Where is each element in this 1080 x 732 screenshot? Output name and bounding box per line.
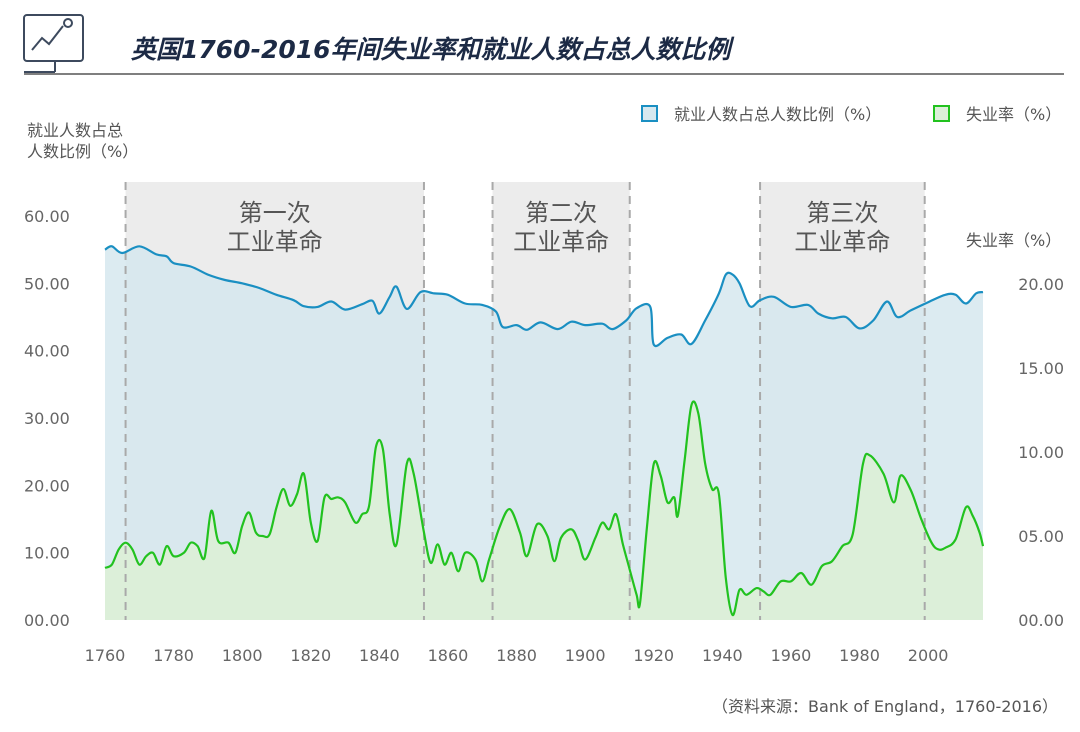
y-right-label: 失业率（%） <box>966 231 1061 250</box>
x-tick: 1880 <box>496 646 537 665</box>
unemployment-area <box>105 401 983 620</box>
y-left-tick: 20.00 <box>24 476 70 495</box>
era-label-1-line2: 工业革命 <box>227 228 323 256</box>
y-right-tick: 20.00 <box>1018 275 1064 294</box>
y-left-label-line2: 人数比例（%） <box>27 142 138 161</box>
x-tick: 1940 <box>702 646 743 665</box>
source-note: （资料来源：Bank of England，1760-2016） <box>712 697 1058 716</box>
era-label-3-line2: 工业革命 <box>794 228 890 256</box>
legend-label-unemployment: 失业率（%） <box>966 105 1061 124</box>
x-tick: 1780 <box>153 646 194 665</box>
y-left-tick: 00.00 <box>24 611 70 630</box>
y-left-tick: 10.00 <box>24 544 70 563</box>
y-left-tick: 60.00 <box>24 207 70 226</box>
y-right-tick: 15.00 <box>1018 359 1064 378</box>
legend-swatch-unemployment <box>933 105 950 122</box>
legend-swatch-employment <box>641 105 658 122</box>
y-left-label-line1: 就业人数占总 <box>27 121 123 140</box>
x-tick: 1800 <box>222 646 263 665</box>
y-left-tick: 40.00 <box>24 342 70 361</box>
legend: 就业人数占总人数比例（%） 失业率（%） <box>641 105 1061 124</box>
x-tick: 1920 <box>633 646 674 665</box>
chart-title: 英国1760-2016年间失业率和就业人数占总人数比例 <box>131 35 735 64</box>
era-label-1-line1: 第一次 <box>239 199 311 227</box>
employment-line <box>104 245 984 348</box>
plot-area: 第一次工业革命第二次工业革命第三次工业革命00.0010.0020.0030.0… <box>24 182 1064 665</box>
x-tick: 1900 <box>565 646 606 665</box>
y-right-tick: 05.00 <box>1018 527 1064 546</box>
x-tick: 1860 <box>428 646 469 665</box>
chart-trend-icon <box>23 14 84 73</box>
x-tick: 2000 <box>908 646 949 665</box>
y-left-tick: 50.00 <box>24 274 70 293</box>
x-tick: 1980 <box>839 646 880 665</box>
x-tick: 1960 <box>771 646 812 665</box>
era-label-2-line1: 第二次 <box>525 199 597 227</box>
y-right-tick: 10.00 <box>1018 443 1064 462</box>
era-label-3-line1: 第三次 <box>806 199 878 227</box>
x-tick: 1820 <box>290 646 331 665</box>
x-tick: 1840 <box>359 646 400 665</box>
x-tick: 1760 <box>85 646 126 665</box>
y-right-tick: 00.00 <box>1018 611 1064 630</box>
y-left-tick: 30.00 <box>24 409 70 428</box>
legend-label-employment: 就业人数占总人数比例（%） <box>674 105 881 124</box>
unemployment-line <box>104 400 985 617</box>
era-label-2-line2: 工业革命 <box>513 228 609 256</box>
